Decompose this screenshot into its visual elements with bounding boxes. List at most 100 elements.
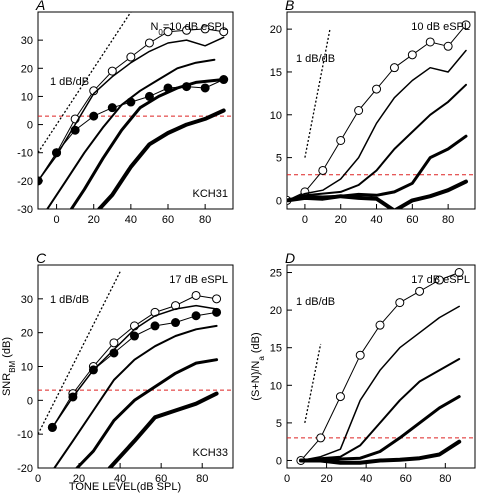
data-point-open-circle	[355, 350, 365, 360]
data-point-open-circle	[375, 320, 385, 330]
x-tick-label: 20	[73, 473, 85, 485]
panel-note: 17 dB eSPL	[411, 274, 470, 286]
y-tick-label: -10	[17, 429, 33, 441]
ref-line-1db	[304, 343, 322, 424]
plot-area	[38, 271, 233, 468]
data-point-filled-circle	[150, 321, 160, 331]
data-point-open-circle	[191, 290, 201, 300]
panel-note: 10 dB eSPL	[411, 21, 470, 33]
y-tick-label: 20	[21, 328, 33, 340]
series-line-thickest	[97, 108, 226, 209]
data-point-filled-circle	[191, 311, 201, 321]
series-line-medium	[46, 58, 216, 209]
data-point-open-circle	[126, 52, 136, 62]
series-line-thick	[69, 78, 226, 209]
data-point-open-circle	[107, 66, 117, 76]
data-point-filled-circle	[89, 111, 99, 121]
x-tick-label: 60	[400, 473, 412, 485]
data-point-open-circle	[443, 41, 453, 51]
plot-frame	[37, 11, 234, 210]
data-point-open-circle	[454, 268, 464, 278]
panel-c: 0 20 40 60 80 -20 -10 0 10 20 30 C 17 dB eSPL 1 dB/dB…	[1, 250, 234, 485]
ref-line-label: 1 dB/dB	[50, 294, 89, 306]
data-point-filled-circle	[200, 83, 210, 93]
plot-frame	[286, 264, 476, 469]
data-point-filled-circle	[171, 318, 181, 328]
shared-x-axis-label: TONE LEVEL(dB SPL)	[69, 481, 181, 493]
x-tick-label: 60	[406, 214, 418, 226]
series-line-medium	[53, 324, 218, 468]
y-tick-label: 0	[27, 120, 33, 132]
plot-area	[287, 268, 475, 465]
data-point-open-circle	[354, 106, 364, 115]
series-line-medium	[287, 83, 467, 202]
panel-note: 17 dB eSPL	[169, 274, 228, 286]
panel-letter: A	[35, 0, 45, 13]
y-tick-label: 20	[21, 63, 33, 75]
x-tick-label: 20	[335, 214, 347, 226]
panel-a: 0 20 40 60 80 -30 -20 -10 0 10 20 30 A N0=10 dB eSPL 1…	[17, 0, 234, 226]
y-tick-label: 0	[276, 455, 282, 467]
ref-line-1db	[304, 29, 331, 158]
animal-id-label: KCH31	[193, 188, 228, 200]
panel-letter: B	[285, 0, 294, 13]
panel-letter: C	[36, 250, 47, 266]
series-line-thick	[287, 134, 468, 202]
data-point-open-circle	[318, 165, 328, 175]
y-tick-label: 20	[270, 24, 282, 36]
data-point-open-circle	[109, 338, 119, 348]
data-point-open-circle	[335, 392, 345, 402]
x-tick-label: 80	[439, 473, 451, 485]
y-tick-label: 5	[276, 418, 282, 430]
y-tick-label: 15	[270, 343, 282, 355]
ref-line-label: 1 dB/dB	[296, 296, 335, 308]
plot-frame	[286, 11, 476, 210]
y-tick-label: 10	[270, 380, 282, 392]
y-tick-label: -30	[17, 204, 33, 216]
series-line-thin	[38, 36, 225, 182]
x-tick-label: 20	[88, 214, 100, 226]
y-tick-label: -20	[17, 176, 33, 188]
y-tick-label: 15	[270, 67, 282, 79]
data-point-open-circle	[219, 27, 229, 37]
panel-note: N0=10 dB eSPL	[150, 21, 228, 37]
y-tick-label: 10	[21, 91, 33, 103]
x-tick-label: 60	[155, 473, 167, 485]
y-tick-label: 0	[276, 195, 282, 207]
data-point-filled-circle	[107, 103, 117, 113]
x-tick-label: 60	[162, 214, 174, 226]
x-tick-label: 20	[320, 473, 332, 485]
y-tick-label: -20	[17, 463, 33, 475]
y-tick-label: 10	[21, 362, 33, 374]
data-point-open-circle	[415, 286, 425, 296]
data-point-open-circle	[407, 50, 417, 60]
series-line-thickest	[298, 439, 462, 465]
series-line-thickest	[107, 391, 219, 468]
panel-d: 0 20 40 60 80 0 5 10 15 20 25D 17 dB eSPL 1 dB/dB (S+…	[250, 250, 476, 485]
y-tick-label: 30	[21, 35, 33, 47]
y-tick-label: -10	[17, 148, 33, 160]
data-point-open-circle	[163, 27, 173, 37]
plot-area	[38, 12, 233, 209]
plot-area	[287, 20, 475, 209]
x-tick-label: 40	[114, 473, 126, 485]
series-line-thin	[300, 305, 460, 462]
ref-line-label: 1 dB/dB	[50, 76, 89, 88]
data-point-open-circle	[434, 275, 444, 285]
x-tick-label: 0	[302, 214, 308, 226]
x-tick-label: 40	[125, 214, 137, 226]
data-point-open-circle	[395, 298, 405, 308]
data-point-open-circle	[425, 37, 435, 47]
data-point-open-circle	[182, 25, 192, 35]
x-tick-label: 80	[199, 214, 211, 226]
x-tick-label: 80	[196, 473, 208, 485]
x-tick-label: 40	[370, 214, 382, 226]
series-line-thin	[287, 49, 467, 202]
series-line-thick	[75, 358, 219, 468]
data-point-open-circle	[389, 63, 399, 73]
data-point-open-circle	[212, 294, 222, 304]
ref-line-1db	[38, 12, 132, 154]
data-point-open-circle	[200, 24, 210, 34]
